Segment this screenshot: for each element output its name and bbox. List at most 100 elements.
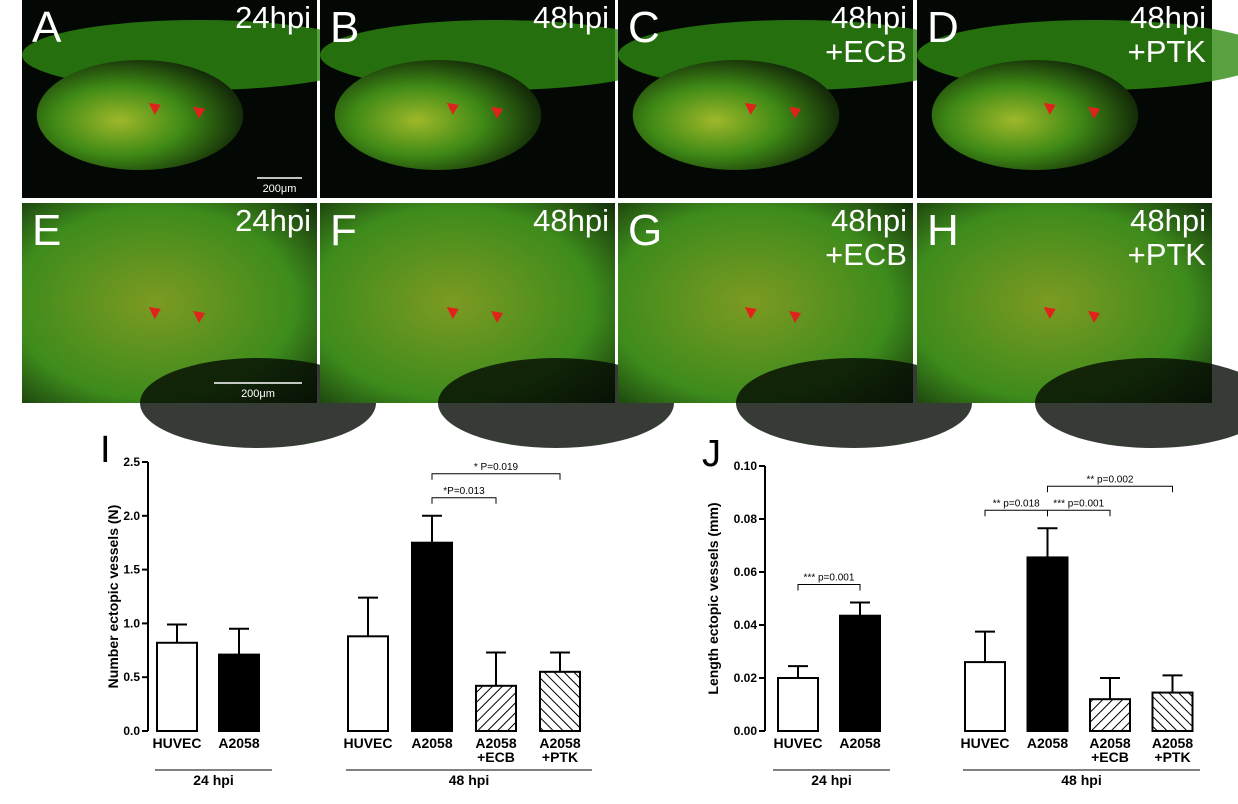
arrowhead [446, 307, 459, 319]
dark-region [438, 358, 674, 448]
x-tick-label: A2058 +ECB [1089, 735, 1130, 765]
x-tick-label: A2058 [839, 735, 880, 751]
x-tick-label: HUVEC [152, 735, 201, 751]
arrowhead [446, 102, 459, 115]
y-tick-label: 0.08 [734, 512, 758, 526]
arrowhead [1043, 307, 1056, 319]
group-label: 24 hpi [811, 772, 851, 788]
timepoint-label: +ECB [825, 237, 907, 272]
bar [539, 670, 581, 733]
bar [964, 661, 1006, 732]
significance-label: *** p=0.001 [804, 572, 855, 583]
bar [839, 614, 881, 732]
panel-letter: D [927, 3, 959, 52]
x-tick-label: A2058 +PTK [1152, 735, 1193, 765]
significance-bracket [984, 509, 1048, 517]
significance-bracket [1047, 509, 1111, 517]
x-tick-label: HUVEC [343, 735, 392, 751]
timepoint-label: 48hpi [533, 0, 609, 35]
bar [1151, 691, 1194, 733]
x-tick-label: A2058 +PTK [539, 735, 580, 765]
arrowhead [148, 102, 161, 115]
timepoint-label: 24hpi [235, 0, 311, 35]
panel-letter: F [330, 206, 357, 255]
x-tick-label: A2058 [1027, 735, 1068, 751]
significance-bracket [431, 473, 561, 480]
y-tick-label: 2.5 [123, 455, 140, 469]
y-tick-label: 0.5 [123, 670, 140, 684]
panel-letter: I [100, 429, 111, 471]
significance-bracket [431, 497, 497, 504]
panel-letter: B [330, 3, 359, 52]
significance-bracket [1047, 485, 1173, 493]
scale-bar-label: 200μm [263, 183, 297, 195]
bar [1026, 556, 1069, 732]
bar [475, 684, 517, 732]
y-tick-label: 2.0 [123, 509, 140, 523]
bar [1089, 698, 1131, 733]
timepoint-label: +ECB [825, 34, 907, 69]
yolk [931, 60, 1139, 170]
y-axis-title: Number ectopic vessels (N) [105, 505, 121, 689]
group-label: 24 hpi [193, 772, 233, 788]
significance-label: *P=0.013 [443, 486, 485, 497]
x-tick-label: A2058 [218, 735, 259, 751]
arrowhead [744, 307, 757, 319]
yolk [334, 60, 542, 170]
y-tick-label: 1.5 [123, 563, 140, 577]
panel-letter: H [927, 206, 959, 255]
scale-bar-label: 200μm [241, 388, 275, 400]
bar [411, 541, 453, 733]
significance-label: ** p=0.002 [1087, 474, 1134, 485]
arrowhead [1088, 311, 1100, 323]
arrowhead [789, 106, 801, 119]
panel-letter: G [628, 206, 662, 255]
arrowhead [789, 311, 801, 323]
timepoint-label: 48hpi [831, 0, 907, 35]
y-tick-label: 0.04 [734, 618, 758, 632]
timepoint-label: 48hpi [1130, 203, 1206, 238]
x-tick-label: HUVEC [773, 735, 822, 751]
yolk [36, 60, 244, 170]
dark-region [140, 358, 376, 448]
timepoint-label: 48hpi [533, 203, 609, 238]
panel-letter: A [32, 3, 62, 52]
y-tick-label: 0.06 [734, 565, 758, 579]
significance-label: *** p=0.001 [1053, 498, 1104, 509]
x-tick-label: A2058 [411, 735, 452, 751]
arrowhead [193, 311, 205, 323]
significance-label: ** p=0.018 [993, 498, 1040, 509]
bar [347, 635, 389, 733]
timepoint-label: +PTK [1128, 34, 1207, 69]
arrowhead [491, 106, 503, 119]
arrowhead [193, 106, 205, 119]
y-tick-label: 0.10 [734, 459, 758, 473]
dark-region [1035, 358, 1238, 448]
arrowhead [1088, 106, 1100, 119]
arrowhead [491, 311, 503, 323]
arrowhead [1043, 102, 1056, 115]
timepoint-label: 48hpi [1130, 0, 1206, 35]
group-label: 48 hpi [449, 772, 489, 788]
significance-bracket [797, 583, 861, 591]
y-tick-label: 0.02 [734, 671, 758, 685]
dark-region [736, 358, 972, 448]
bar [218, 653, 260, 732]
y-tick-label: 0.0 [123, 724, 140, 738]
y-tick-label: 1.0 [123, 616, 140, 630]
significance-label: * P=0.019 [474, 462, 519, 473]
bar [156, 641, 198, 733]
panel-letter: C [628, 3, 660, 52]
arrowhead [744, 102, 757, 115]
y-axis-title: Length ectopic vessels (mm) [705, 502, 721, 694]
x-tick-label: HUVEC [960, 735, 1009, 751]
y-tick-label: 0.00 [734, 724, 758, 738]
group-label: 48 hpi [1061, 772, 1101, 788]
timepoint-label: 24hpi [235, 203, 311, 238]
panel-letter: E [32, 206, 61, 255]
panel-letter: J [702, 433, 721, 475]
timepoint-label: 48hpi [831, 203, 907, 238]
timepoint-label: +PTK [1128, 237, 1207, 272]
yolk [632, 60, 840, 170]
